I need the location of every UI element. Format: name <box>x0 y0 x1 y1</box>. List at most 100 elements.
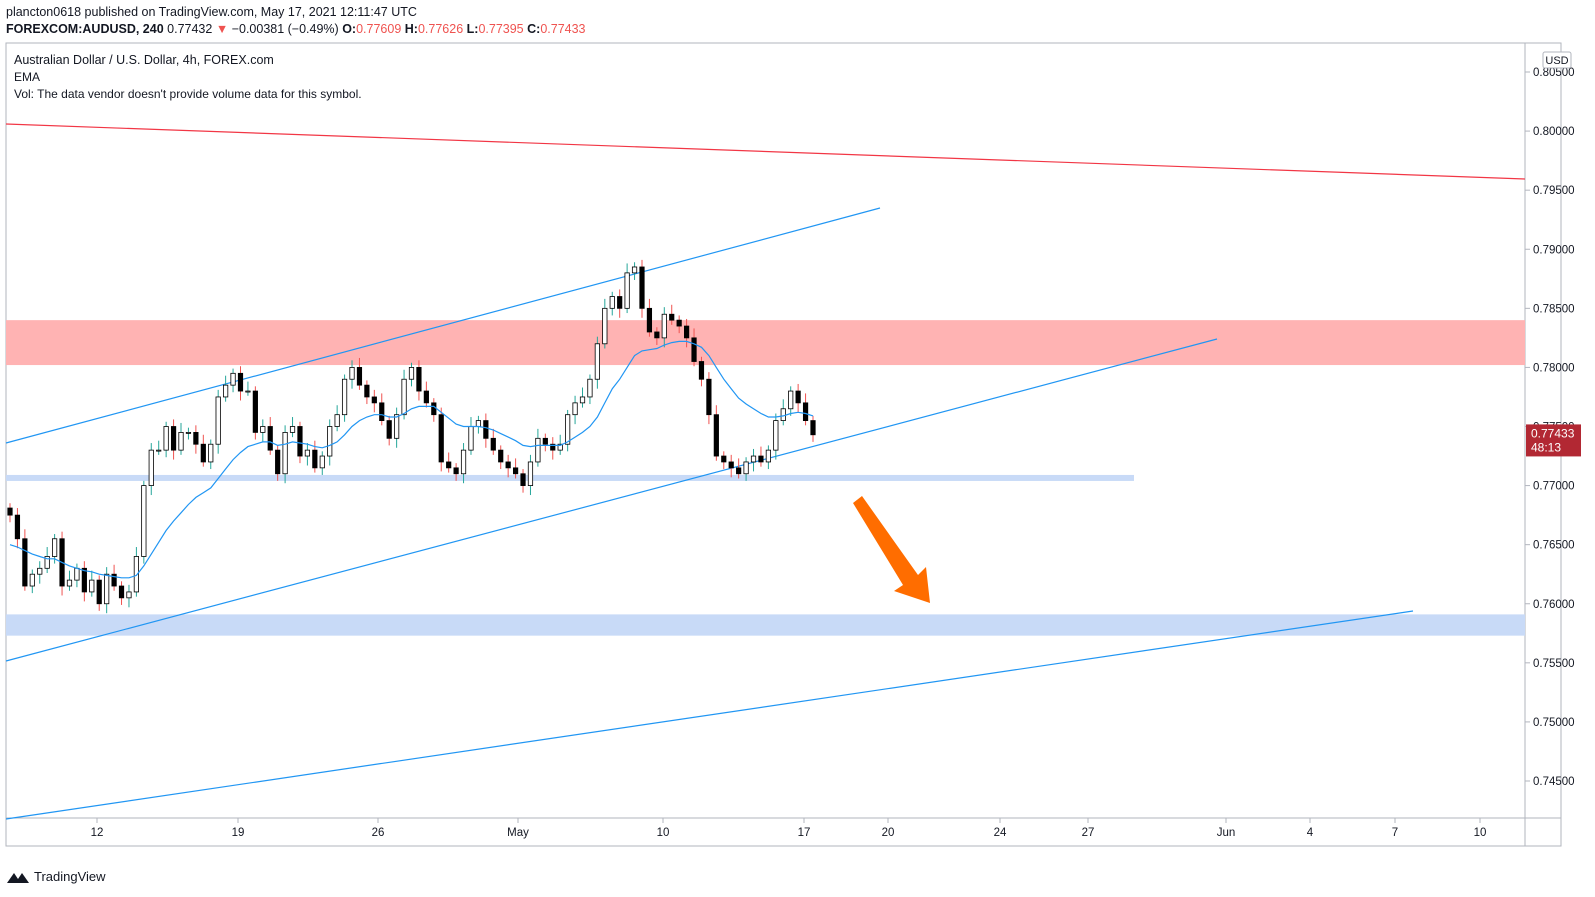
candle[interactable] <box>156 440 162 455</box>
candle[interactable] <box>542 433 548 452</box>
candle[interactable] <box>170 419 177 460</box>
candle[interactable] <box>275 445 281 481</box>
candle[interactable] <box>498 445 504 470</box>
candle[interactable] <box>118 581 125 605</box>
candle[interactable] <box>267 417 273 455</box>
candle[interactable] <box>728 454 734 478</box>
candle[interactable] <box>721 451 727 470</box>
candle[interactable] <box>446 452 452 473</box>
candle[interactable] <box>37 561 43 584</box>
candle[interactable] <box>639 259 645 318</box>
candle[interactable] <box>661 307 667 348</box>
candle[interactable] <box>252 386 258 440</box>
candle[interactable] <box>654 327 660 345</box>
candle[interactable] <box>579 387 586 408</box>
candle[interactable] <box>386 415 392 446</box>
candle[interactable] <box>698 356 705 387</box>
candle[interactable] <box>200 434 206 467</box>
candle[interactable] <box>408 362 415 387</box>
candle[interactable] <box>810 415 816 442</box>
candle[interactable] <box>401 369 407 420</box>
candle[interactable] <box>802 393 809 426</box>
candle[interactable] <box>750 448 757 472</box>
candle[interactable] <box>178 422 184 455</box>
candle[interactable] <box>282 425 288 484</box>
candle[interactable] <box>364 380 370 405</box>
candle[interactable] <box>89 570 95 597</box>
candle[interactable] <box>646 298 653 337</box>
candle[interactable] <box>565 409 571 452</box>
channel-upper-trendline[interactable] <box>5 207 881 444</box>
candle[interactable] <box>74 563 80 588</box>
candle[interactable] <box>505 454 511 478</box>
candle[interactable] <box>594 336 600 389</box>
candle[interactable] <box>349 360 355 389</box>
candle[interactable] <box>631 262 638 280</box>
candle[interactable] <box>758 446 764 467</box>
candle[interactable] <box>289 417 296 438</box>
candle[interactable] <box>624 263 630 314</box>
candle[interactable] <box>304 443 311 466</box>
candle[interactable] <box>223 375 229 402</box>
candle[interactable] <box>133 547 139 597</box>
candle[interactable] <box>416 360 422 401</box>
candle[interactable] <box>684 318 690 348</box>
candle[interactable] <box>215 389 221 454</box>
candle[interactable] <box>163 421 169 458</box>
candle[interactable] <box>7 503 13 523</box>
long-support-trendline[interactable] <box>5 610 1414 820</box>
candle[interactable] <box>260 419 266 442</box>
candle[interactable] <box>193 425 199 454</box>
candle[interactable] <box>535 428 541 467</box>
candle[interactable] <box>773 413 779 460</box>
resistance-trendline[interactable] <box>5 123 1526 180</box>
candle[interactable] <box>490 428 496 455</box>
candle[interactable] <box>468 417 474 455</box>
candle[interactable] <box>475 415 482 434</box>
candle[interactable] <box>126 584 132 608</box>
candle[interactable] <box>148 443 154 496</box>
candle[interactable] <box>319 451 325 475</box>
resistance-zone[interactable] <box>6 320 1525 366</box>
candle[interactable] <box>208 439 214 470</box>
candle[interactable] <box>312 440 318 473</box>
candle[interactable] <box>713 405 719 461</box>
candle[interactable] <box>29 569 35 594</box>
candle[interactable] <box>44 547 50 574</box>
candle[interactable] <box>706 372 712 425</box>
candle[interactable] <box>691 328 697 367</box>
candle[interactable] <box>423 381 429 408</box>
candle[interactable] <box>617 289 623 318</box>
candle[interactable] <box>327 419 333 466</box>
candle[interactable] <box>394 407 400 448</box>
candle[interactable] <box>609 291 615 316</box>
candle[interactable] <box>453 463 459 481</box>
candle[interactable] <box>96 575 102 611</box>
candle[interactable] <box>185 427 192 440</box>
candle[interactable] <box>765 445 771 470</box>
support-zone-lower[interactable] <box>6 614 1525 636</box>
candle[interactable] <box>379 393 385 426</box>
candle[interactable] <box>795 383 801 413</box>
candle[interactable] <box>341 374 348 422</box>
candle[interactable] <box>736 458 742 479</box>
channel-lower-trendline[interactable] <box>5 338 1218 662</box>
legend-ema[interactable]: EMA <box>14 70 41 84</box>
candle[interactable] <box>743 457 749 481</box>
candle[interactable] <box>230 368 236 393</box>
candle[interactable] <box>14 508 21 549</box>
candle[interactable] <box>483 413 489 448</box>
time-axis[interactable]: 12 19 26 May 10 17 20 24 27 Jun 4 7 10 <box>91 818 1487 839</box>
candle[interactable] <box>676 315 682 334</box>
currency-badge[interactable] <box>1542 51 1572 69</box>
candle[interactable] <box>66 570 73 591</box>
candle[interactable] <box>587 374 593 405</box>
candle[interactable] <box>104 567 110 614</box>
candle[interactable] <box>572 395 578 425</box>
candle[interactable] <box>334 405 340 432</box>
support-zone-upper[interactable] <box>6 474 1134 481</box>
candle[interactable] <box>245 381 251 396</box>
candle[interactable] <box>438 407 444 472</box>
bearish-arrow-icon[interactable] <box>853 496 930 603</box>
